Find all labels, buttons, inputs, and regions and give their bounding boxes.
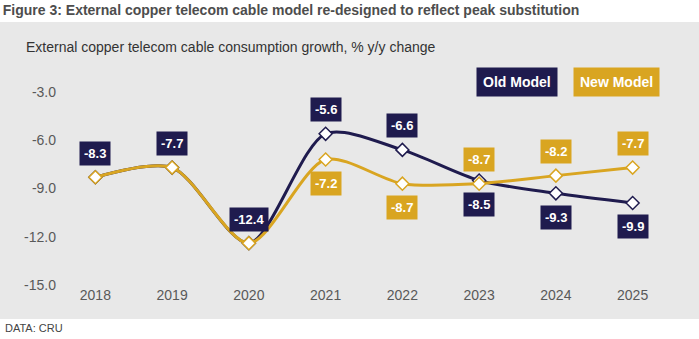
svg-text:-9.3: -9.3 <box>545 210 567 225</box>
svg-text:2019: 2019 <box>157 287 188 303</box>
svg-text:2018: 2018 <box>80 287 111 303</box>
svg-text:-8.3: -8.3 <box>84 146 106 161</box>
svg-text:Old Model: Old Model <box>483 74 551 90</box>
svg-text:-6.0: -6.0 <box>32 132 56 148</box>
svg-text:-15.0: -15.0 <box>24 277 56 293</box>
svg-text:-8.7: -8.7 <box>391 200 413 215</box>
svg-text:2022: 2022 <box>387 287 418 303</box>
svg-text:2020: 2020 <box>233 287 264 303</box>
svg-text:-12.4: -12.4 <box>234 212 264 227</box>
svg-text:DATA: CRU: DATA: CRU <box>5 322 63 334</box>
svg-text:-7.2: -7.2 <box>315 176 337 191</box>
svg-text:2025: 2025 <box>617 287 648 303</box>
svg-text:-8.2: -8.2 <box>545 144 567 159</box>
svg-text:-7.7: -7.7 <box>622 136 644 151</box>
svg-text:New Model: New Model <box>580 74 653 90</box>
svg-text:External copper telecom cable: External copper telecom cable consumptio… <box>26 39 436 55</box>
svg-text:-3.0: -3.0 <box>32 84 56 100</box>
svg-text:2021: 2021 <box>310 287 341 303</box>
svg-text:-6.6: -6.6 <box>391 118 413 133</box>
svg-text:2024: 2024 <box>540 287 571 303</box>
svg-text:-12.0: -12.0 <box>24 229 56 245</box>
svg-text:-8.5: -8.5 <box>468 197 490 212</box>
svg-text:-7.7: -7.7 <box>161 136 183 151</box>
svg-text:Figure 3: External copper tele: Figure 3: External copper telecom cable … <box>3 2 579 18</box>
svg-text:-9.9: -9.9 <box>622 219 644 234</box>
svg-text:-9.0: -9.0 <box>32 180 56 196</box>
svg-text:-5.6: -5.6 <box>315 102 337 117</box>
svg-text:-8.7: -8.7 <box>468 152 490 167</box>
svg-text:2023: 2023 <box>464 287 495 303</box>
